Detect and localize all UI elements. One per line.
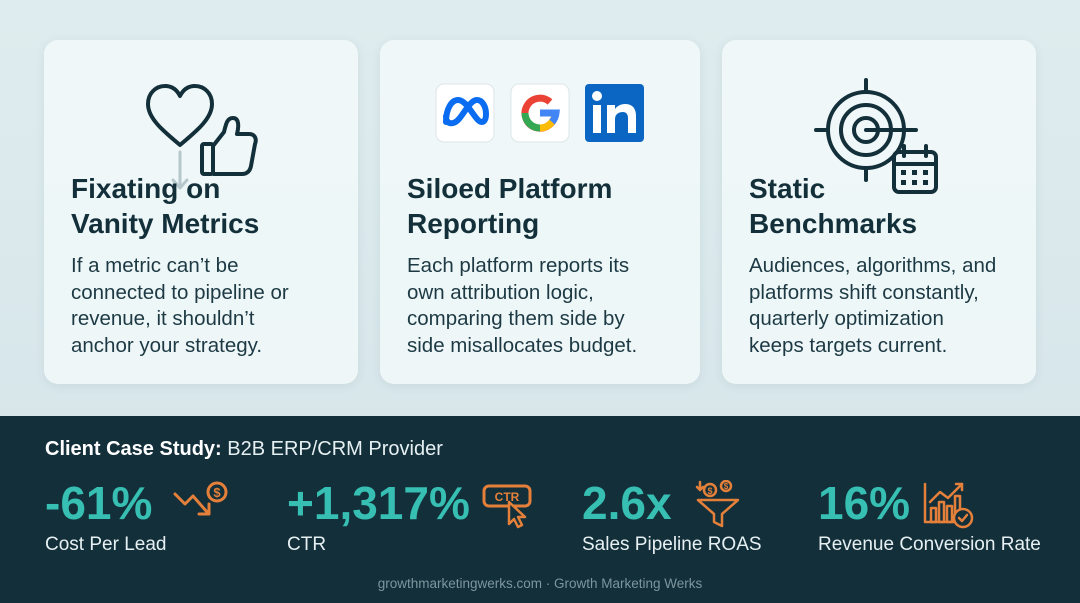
card-icon-area bbox=[44, 60, 358, 210]
linkedin-logo-icon bbox=[585, 84, 644, 142]
card-static-benchmarks: Static Benchmarks Audiences, algorithms, … bbox=[722, 40, 1036, 384]
svg-text:CTR: CTR bbox=[495, 490, 520, 504]
metric-ctr: +1,317% CTR CTR bbox=[287, 476, 532, 555]
google-logo-icon bbox=[510, 83, 570, 143]
svg-text:$: $ bbox=[724, 482, 729, 491]
card-body: Audiences, algorithms, and platforms shi… bbox=[749, 254, 997, 357]
card-title: Static Benchmarks bbox=[749, 173, 918, 239]
metric-value: 2.6x bbox=[582, 477, 672, 529]
metric-pipeline-roas: 2.6x $ $ Sales Pipeline ROAS bbox=[582, 476, 762, 555]
footer-credit: growthmarketingwerks.com · Growth Market… bbox=[377, 576, 703, 591]
card-vanity-metrics: Fixating on Vanity Metrics If a metric ca… bbox=[44, 40, 358, 384]
metric-label: CTR bbox=[287, 534, 327, 555]
card-icon-area bbox=[380, 60, 700, 210]
meta-logo-icon bbox=[435, 83, 495, 143]
svg-text:$: $ bbox=[213, 485, 221, 500]
metric-revenue-conversion: 16% Revenue Conversion Rate bbox=[818, 476, 1041, 555]
case-study-panel: Client Case Study: B2B ERP/CRM Provider … bbox=[0, 416, 1080, 603]
case-study-title: Client Case Study: B2B ERP/CRM Provider bbox=[45, 438, 443, 460]
metric-value: +1,317% bbox=[287, 477, 470, 529]
card-body: Each platform reports its own attributio… bbox=[407, 254, 638, 357]
metric-label: Sales Pipeline ROAS bbox=[582, 534, 762, 555]
metric-label: Revenue Conversion Rate bbox=[818, 534, 1041, 555]
ctr-click-icon: CTR bbox=[482, 484, 532, 529]
target-calendar-icon bbox=[814, 78, 938, 194]
bar-chart-check-icon bbox=[923, 482, 974, 529]
metric-value: -61% bbox=[45, 477, 153, 529]
card-title: Siloed Platform Reporting bbox=[407, 173, 613, 239]
metric-label: Cost Per Lead bbox=[45, 534, 167, 555]
funnel-dollar-icon: $ $ bbox=[695, 480, 740, 528]
cost-down-icon: $ bbox=[173, 481, 228, 516]
metric-value: 16% bbox=[818, 477, 911, 529]
card-title: Fixating on Vanity Metrics bbox=[71, 173, 260, 239]
card-body: If a metric can’t be connected to pipeli… bbox=[71, 254, 289, 357]
challenges-section: Fixating on Vanity Metrics If a metric ca… bbox=[44, 40, 1036, 384]
card-siloed-reporting: Siloed Platform Reporting Each platform r… bbox=[380, 40, 700, 384]
heart-thumbs-up-icon bbox=[146, 84, 258, 190]
svg-text:$: $ bbox=[707, 486, 712, 496]
platform-logos-icon bbox=[435, 83, 644, 143]
card-icon-area bbox=[722, 60, 1036, 210]
metric-cost-per-lead: -61% $ Cost Per Lead bbox=[45, 476, 228, 555]
